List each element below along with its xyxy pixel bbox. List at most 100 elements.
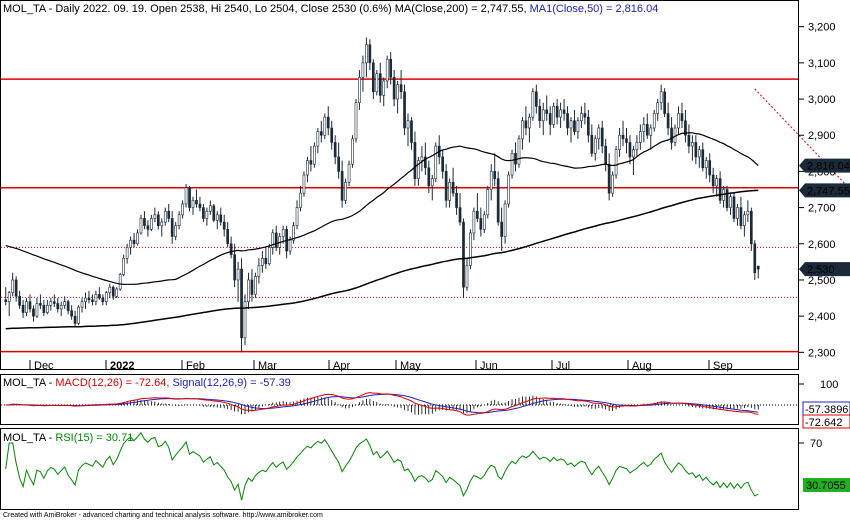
candle-body <box>534 91 538 107</box>
candle-body <box>153 214 157 219</box>
candle-body <box>590 134 594 154</box>
candle-body <box>306 160 309 176</box>
candle-body <box>476 210 479 219</box>
candle-body <box>313 145 316 165</box>
ma50-line <box>5 132 759 285</box>
candle-body <box>170 218 174 237</box>
candle-body <box>340 171 344 201</box>
candle-body <box>122 257 125 275</box>
candle-body <box>729 196 732 208</box>
candle-body <box>73 315 77 324</box>
candle-body <box>458 207 462 223</box>
candle-body <box>430 178 434 187</box>
ma50-label: MA1(Close,50) = 2,816.04 <box>530 3 659 15</box>
candle-body <box>396 84 399 100</box>
price-tick-label: 3,200 <box>808 22 836 34</box>
candle-body <box>451 181 455 194</box>
candle-body <box>243 301 247 339</box>
candle-body <box>236 268 240 281</box>
candle-body <box>125 247 129 259</box>
candle-body <box>528 116 531 129</box>
candle-body <box>732 196 736 219</box>
date-tick-label: Mar <box>258 360 277 372</box>
date-tick-label: Apr <box>333 360 350 372</box>
candle-body <box>104 292 108 302</box>
candle-body <box>406 120 410 129</box>
candle-body <box>202 207 205 219</box>
candle-body <box>42 304 46 313</box>
candle-body <box>552 105 556 125</box>
candle-body <box>455 192 458 208</box>
candle-body <box>697 149 701 158</box>
candle-body <box>618 134 621 150</box>
candle-body <box>382 80 386 96</box>
candle-body <box>597 127 601 140</box>
candle-body <box>118 274 122 290</box>
candle-body <box>25 301 28 313</box>
candle-body <box>566 113 569 129</box>
candle-body <box>736 207 739 219</box>
candle-body <box>136 232 139 245</box>
candle-body <box>368 44 372 64</box>
candle-body <box>434 145 438 179</box>
candle-body <box>28 301 32 310</box>
candle-body <box>330 127 334 143</box>
candle-body <box>219 214 223 223</box>
candle-body <box>222 221 226 230</box>
candle-body <box>441 156 445 172</box>
candle-body <box>673 127 677 143</box>
candle-body <box>63 301 67 306</box>
price-value-tag: 2,816.04 <box>799 158 850 173</box>
signal-label: Signal(12,26,9) = -57.39 <box>172 377 290 389</box>
rsi-panel: 70 30.7055 <box>5 431 850 501</box>
candle-body <box>267 247 271 264</box>
candle-body <box>659 91 663 103</box>
candle-body <box>174 225 178 237</box>
candle-body <box>80 301 84 308</box>
date-tick-label: May <box>400 360 421 372</box>
candle-body <box>493 171 497 179</box>
candle-body <box>385 58 389 82</box>
candle-body <box>143 218 146 226</box>
candle-body <box>361 62 365 78</box>
candle-body <box>21 304 25 313</box>
candle-body <box>746 210 750 216</box>
candle-body <box>375 73 379 93</box>
price-tick-label: 2,400 <box>808 311 836 323</box>
candle-body <box>52 301 56 304</box>
candle-body <box>111 286 115 297</box>
candle-body <box>14 279 18 297</box>
candle-body <box>410 120 413 143</box>
candle-body <box>156 214 160 226</box>
candle-body <box>749 210 753 245</box>
candle-body <box>507 174 510 205</box>
candle-body <box>94 294 98 302</box>
candle-body <box>378 73 382 96</box>
candle-body <box>704 160 708 169</box>
candle-body <box>573 120 576 132</box>
candle-body <box>739 207 743 226</box>
candle-body <box>392 77 396 100</box>
macd-value-tag-label: -57.3896 <box>805 404 848 416</box>
candle-body <box>347 163 351 183</box>
candle-body <box>371 62 375 93</box>
candle-body <box>645 124 649 136</box>
candle-body <box>215 214 219 221</box>
candle-body <box>462 221 465 288</box>
candle-body <box>337 156 340 172</box>
macd-panel-frame <box>0 374 799 425</box>
candle-body <box>7 292 11 302</box>
candle-body <box>583 113 587 118</box>
price-tick-label: 2,300 <box>808 347 836 359</box>
macd-value-tag-bg <box>802 414 850 429</box>
price-tick-label: 2,900 <box>808 130 836 142</box>
candle-body <box>614 149 618 176</box>
candle-body <box>514 153 517 165</box>
candle-body <box>46 304 49 313</box>
candle-body <box>56 303 60 310</box>
rsi-panel-frame <box>0 428 799 510</box>
candle-body <box>670 127 673 143</box>
candle-body <box>680 113 684 122</box>
candle-body <box>319 131 323 136</box>
